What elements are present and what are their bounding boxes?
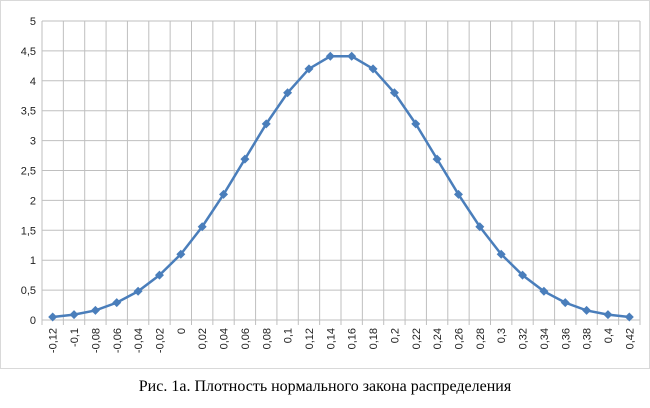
x-tick-label: 0,4 (603, 328, 615, 343)
x-tick-label: 0,2 (389, 328, 401, 343)
x-tick-label: -0,06 (112, 328, 124, 353)
marker (475, 222, 485, 232)
x-tick-label: 0,34 (539, 328, 551, 349)
y-tick-label: 4 (30, 76, 36, 88)
x-tick-label: 0,14 (325, 328, 337, 349)
marker (48, 312, 58, 322)
x-tick-label: 0 (176, 328, 188, 334)
marker (261, 119, 271, 129)
y-tick-label: 3,5 (21, 106, 36, 118)
marker (240, 154, 250, 164)
marker (304, 64, 314, 74)
marker (133, 286, 143, 296)
marker (560, 298, 570, 308)
marker (411, 119, 421, 129)
x-tick-label: 0,42 (624, 328, 636, 349)
y-tick-label: 1,5 (21, 225, 36, 237)
x-tick-label: 0,24 (432, 328, 444, 349)
marker (603, 310, 613, 320)
marker (389, 88, 399, 98)
x-tick-label: 0,28 (475, 328, 487, 349)
x-tick-label: 0,02 (197, 328, 209, 349)
y-tick-label: 2,5 (21, 166, 36, 178)
y-tick-label: 1 (30, 255, 36, 267)
marker (496, 249, 506, 259)
x-tick-label: 0,26 (453, 328, 465, 349)
marker (432, 154, 442, 164)
marker (219, 189, 229, 199)
marker (69, 310, 79, 320)
x-tick-label: 0,1 (283, 328, 295, 343)
x-tick-label: 0,18 (368, 328, 380, 349)
y-tick-label: 3 (30, 136, 36, 148)
y-tick-label: 4,5 (21, 46, 36, 58)
marker (197, 222, 207, 232)
caption: Рис. 1а. Плотность нормального закона ра… (139, 378, 512, 395)
x-tick-label: 0,3 (496, 328, 508, 343)
x-tick-label: 0,08 (261, 328, 273, 349)
marker (154, 270, 164, 280)
x-tick-label: 0,12 (304, 328, 316, 349)
x-tick-label: -0,04 (133, 328, 145, 353)
marker (325, 51, 335, 61)
x-tick-label: 0,32 (518, 328, 530, 349)
x-tick-label: 0,04 (219, 328, 231, 349)
x-tick-label: -0,08 (90, 328, 102, 353)
line (52, 55, 630, 319)
y-tick-label: 0,5 (21, 285, 36, 297)
y-tick-label: 2 (30, 195, 36, 207)
marker (90, 305, 100, 315)
y-tick-label: 0 (30, 315, 36, 327)
x-tick-label: 0,38 (582, 328, 594, 349)
marker (112, 298, 122, 308)
marker (518, 270, 528, 280)
x-tick-label: 0,06 (240, 328, 252, 349)
marker (539, 286, 549, 296)
x-tick-label: -0,1 (69, 328, 81, 347)
x-tick-label: 0,16 (347, 328, 359, 349)
marker (283, 88, 293, 98)
x-tick-label: 0,22 (411, 328, 423, 349)
chart-frame (0, 0, 650, 369)
y-tick-label: 5 (30, 16, 36, 28)
marker (453, 189, 463, 199)
x-tick-label: -0,12 (48, 328, 60, 353)
marker (176, 249, 186, 259)
x-tick-label: 0,36 (560, 328, 572, 349)
marker (624, 312, 634, 322)
x-tick-label: -0,02 (154, 328, 166, 353)
marker (347, 51, 357, 61)
marker (582, 305, 592, 315)
marker (368, 64, 378, 74)
